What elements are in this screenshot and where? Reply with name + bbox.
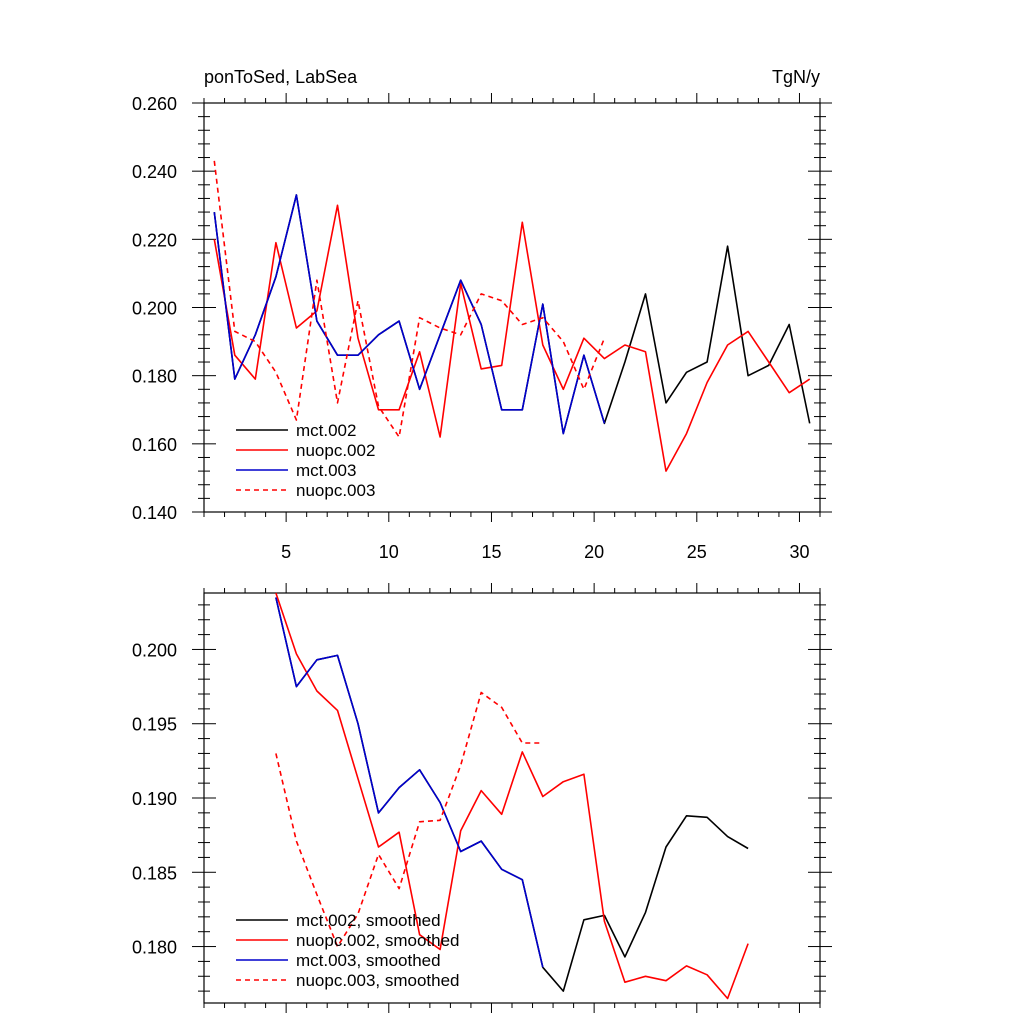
y-tick-label: 0.195	[132, 715, 177, 735]
series-line-mct-003	[213, 194, 606, 435]
legend-label: nuopc.003, smoothed	[296, 971, 460, 990]
x-tick-label: 30	[789, 542, 809, 562]
x-tick-label: 5	[281, 542, 291, 562]
y-tick-label: 0.180	[132, 938, 177, 958]
x-tick-label: 10	[379, 542, 399, 562]
x-tick-label: 20	[584, 542, 604, 562]
y-tick-label: 0.160	[132, 435, 177, 455]
series-line-mct-003-smoothed	[275, 597, 544, 968]
legend-label: mct.003, smoothed	[296, 951, 441, 970]
chart-title: ponToSed, LabSea	[204, 67, 358, 87]
y-tick-label: 0.260	[132, 94, 177, 114]
series-line-nuopc-003	[213, 160, 606, 438]
chart-units: TgN/y	[772, 67, 820, 87]
x-tick-label: 25	[687, 542, 707, 562]
legend-label: mct.003	[296, 461, 356, 480]
chart-panel-1: ponToSed, LabSea TgN/y 5 10 15 20 25 30 0.140 0.1…	[132, 67, 832, 562]
legend-label: mct.002, smoothed	[296, 911, 441, 930]
series-line-nuopc-002-smoothed	[275, 592, 749, 1000]
series-line-nuopc-003-smoothed	[275, 691, 543, 948]
legend-label: nuopc.002, smoothed	[296, 931, 460, 950]
x-tick-label: 15	[481, 542, 501, 562]
y-tick-label: 0.200	[132, 640, 177, 660]
y-tick-label: 0.190	[132, 789, 177, 809]
y-tick-label: 0.220	[132, 230, 177, 250]
y-tick-label: 0.140	[132, 503, 177, 523]
series-line-mct-002	[213, 194, 811, 435]
legend-label: nuopc.003	[296, 481, 375, 500]
y-tick-label: 0.200	[132, 299, 177, 319]
legend-label: mct.002	[296, 421, 356, 440]
y-tick-label: 0.185	[132, 863, 177, 883]
legend-label: nuopc.002	[296, 441, 375, 460]
series-line-nuopc-002	[213, 204, 811, 472]
y-tick-label: 0.180	[132, 367, 177, 387]
chart-panel-2: 0.180 0.185 0.190 0.195 0.200 mct.002, smooth…	[132, 583, 832, 1013]
y-tick-label: 0.240	[132, 162, 177, 182]
